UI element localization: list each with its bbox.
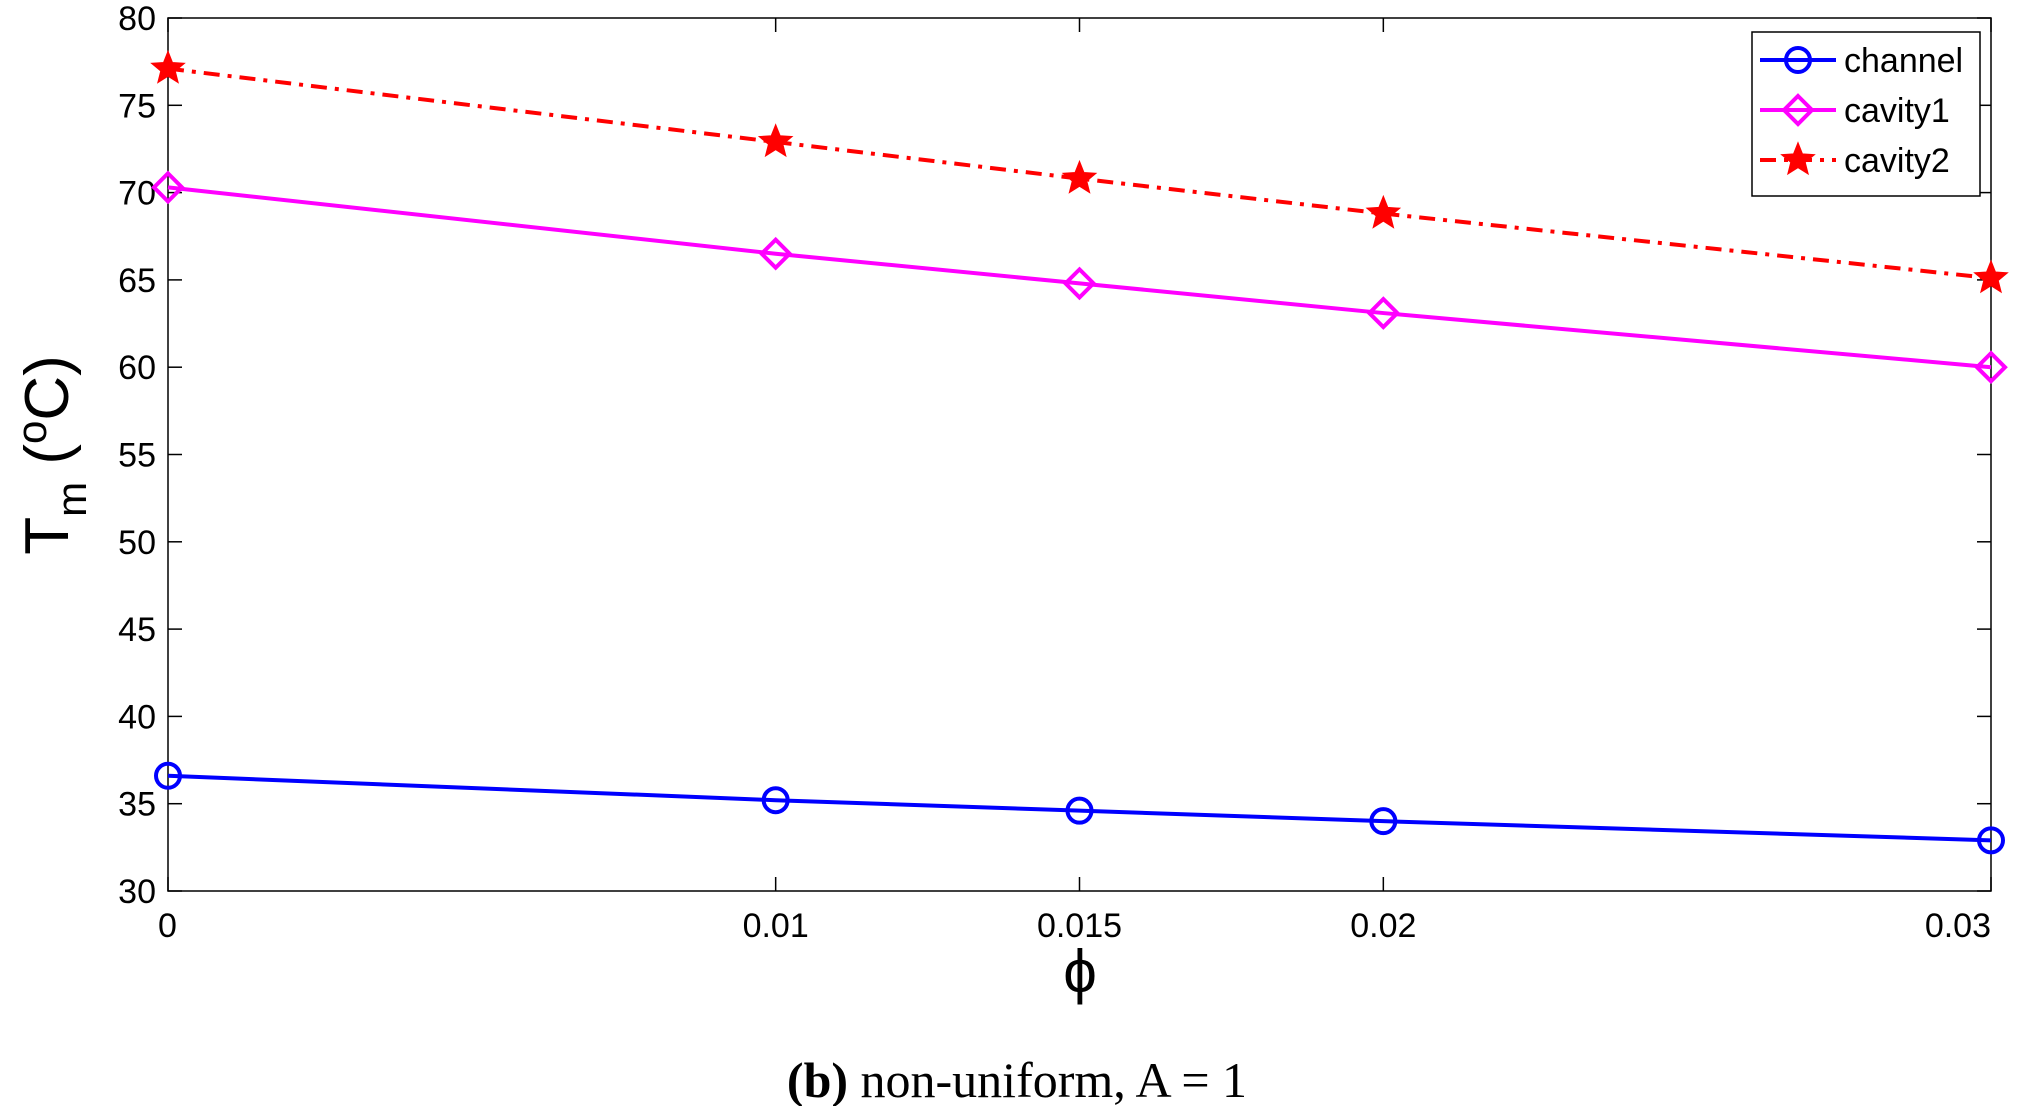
data-point-cavity2 — [1365, 194, 1402, 229]
x-tick-label: 0.01 — [743, 907, 809, 945]
x-tick-label: 0.03 — [1925, 907, 1991, 945]
svg-text:Tm (oC): Tm (oC) — [8, 355, 95, 555]
data-point-cavity2 — [150, 49, 186, 84]
y-tick-label: 70 — [118, 175, 156, 213]
legend-marker-cavity1 — [1781, 93, 1815, 127]
y-tick-label: 35 — [118, 786, 156, 824]
data-point-cavity1 — [758, 236, 793, 271]
data-point-cavity1 — [1062, 266, 1097, 301]
x-axis: 0 0.01 0.015 0.02 0.03 — [158, 18, 1992, 945]
legend-label-cavity2: cavity2 — [1844, 142, 1950, 180]
data-point-channel — [1977, 826, 2005, 855]
y-axis: 30 35 40 45 50 55 60 65 70 75 80 — [118, 0, 1991, 911]
caption-label: (b) — [787, 1052, 848, 1106]
series-channel — [154, 761, 2005, 855]
y-axis-title-unit-open: ( — [13, 444, 82, 482]
data-point-channel — [761, 786, 790, 815]
figure-caption: (b) non-uniform, A = 1 — [787, 1052, 1247, 1106]
legend: channel cavity1 cavity2 — [1751, 31, 1981, 197]
legend-marker-channel — [1784, 46, 1812, 74]
x-tick-label: 0.015 — [1037, 907, 1122, 945]
data-point-cavity1 — [1974, 350, 2008, 385]
y-tick-label: 60 — [118, 349, 156, 387]
legend-label-cavity1: cavity1 — [1844, 92, 1950, 130]
data-point-channel — [154, 761, 182, 790]
data-point-cavity1 — [151, 170, 185, 205]
series-line-cavity1 — [167, 185, 1992, 370]
y-tick-label: 45 — [118, 611, 156, 649]
plot-area — [167, 17, 1992, 892]
data-point-cavity2 — [757, 123, 794, 158]
data-point-cavity2 — [1973, 259, 2009, 294]
legend-label-channel: channel — [1844, 42, 1963, 80]
y-axis-title-unit-sup: o — [8, 421, 55, 444]
y-tick-label: 75 — [118, 87, 156, 125]
x-axis-title: ϕ — [1063, 938, 1097, 1005]
x-tick-label: 0.02 — [1350, 907, 1416, 945]
data-point-channel — [1065, 796, 1094, 825]
series-line-channel — [167, 773, 1992, 843]
data-point-channel — [1369, 807, 1398, 836]
y-tick-label: 40 — [118, 698, 156, 736]
legend-marker-cavity2 — [1780, 141, 1816, 176]
series-layer — [150, 49, 2009, 855]
y-tick-label: 65 — [118, 262, 156, 300]
y-axis-title-unit-rest: C) — [13, 355, 82, 420]
y-tick-label: 55 — [118, 437, 156, 475]
y-tick-label: 30 — [118, 873, 156, 911]
x-tick-label: 0 — [158, 907, 177, 945]
y-axis-title-base: T — [13, 517, 82, 555]
data-point-cavity1 — [1366, 296, 1401, 330]
data-point-cavity2 — [1061, 159, 1098, 194]
caption-text: non-uniform, A = 1 — [848, 1052, 1247, 1106]
series-cavity1 — [151, 170, 2008, 385]
y-tick-label: 50 — [118, 524, 156, 562]
y-axis-title-subscript: m — [48, 482, 95, 517]
series-line-cavity2 — [167, 66, 1992, 281]
series-cavity2 — [150, 49, 2009, 294]
y-tick-label: 80 — [118, 0, 156, 38]
y-axis-title: Tm (oC) — [8, 355, 95, 555]
